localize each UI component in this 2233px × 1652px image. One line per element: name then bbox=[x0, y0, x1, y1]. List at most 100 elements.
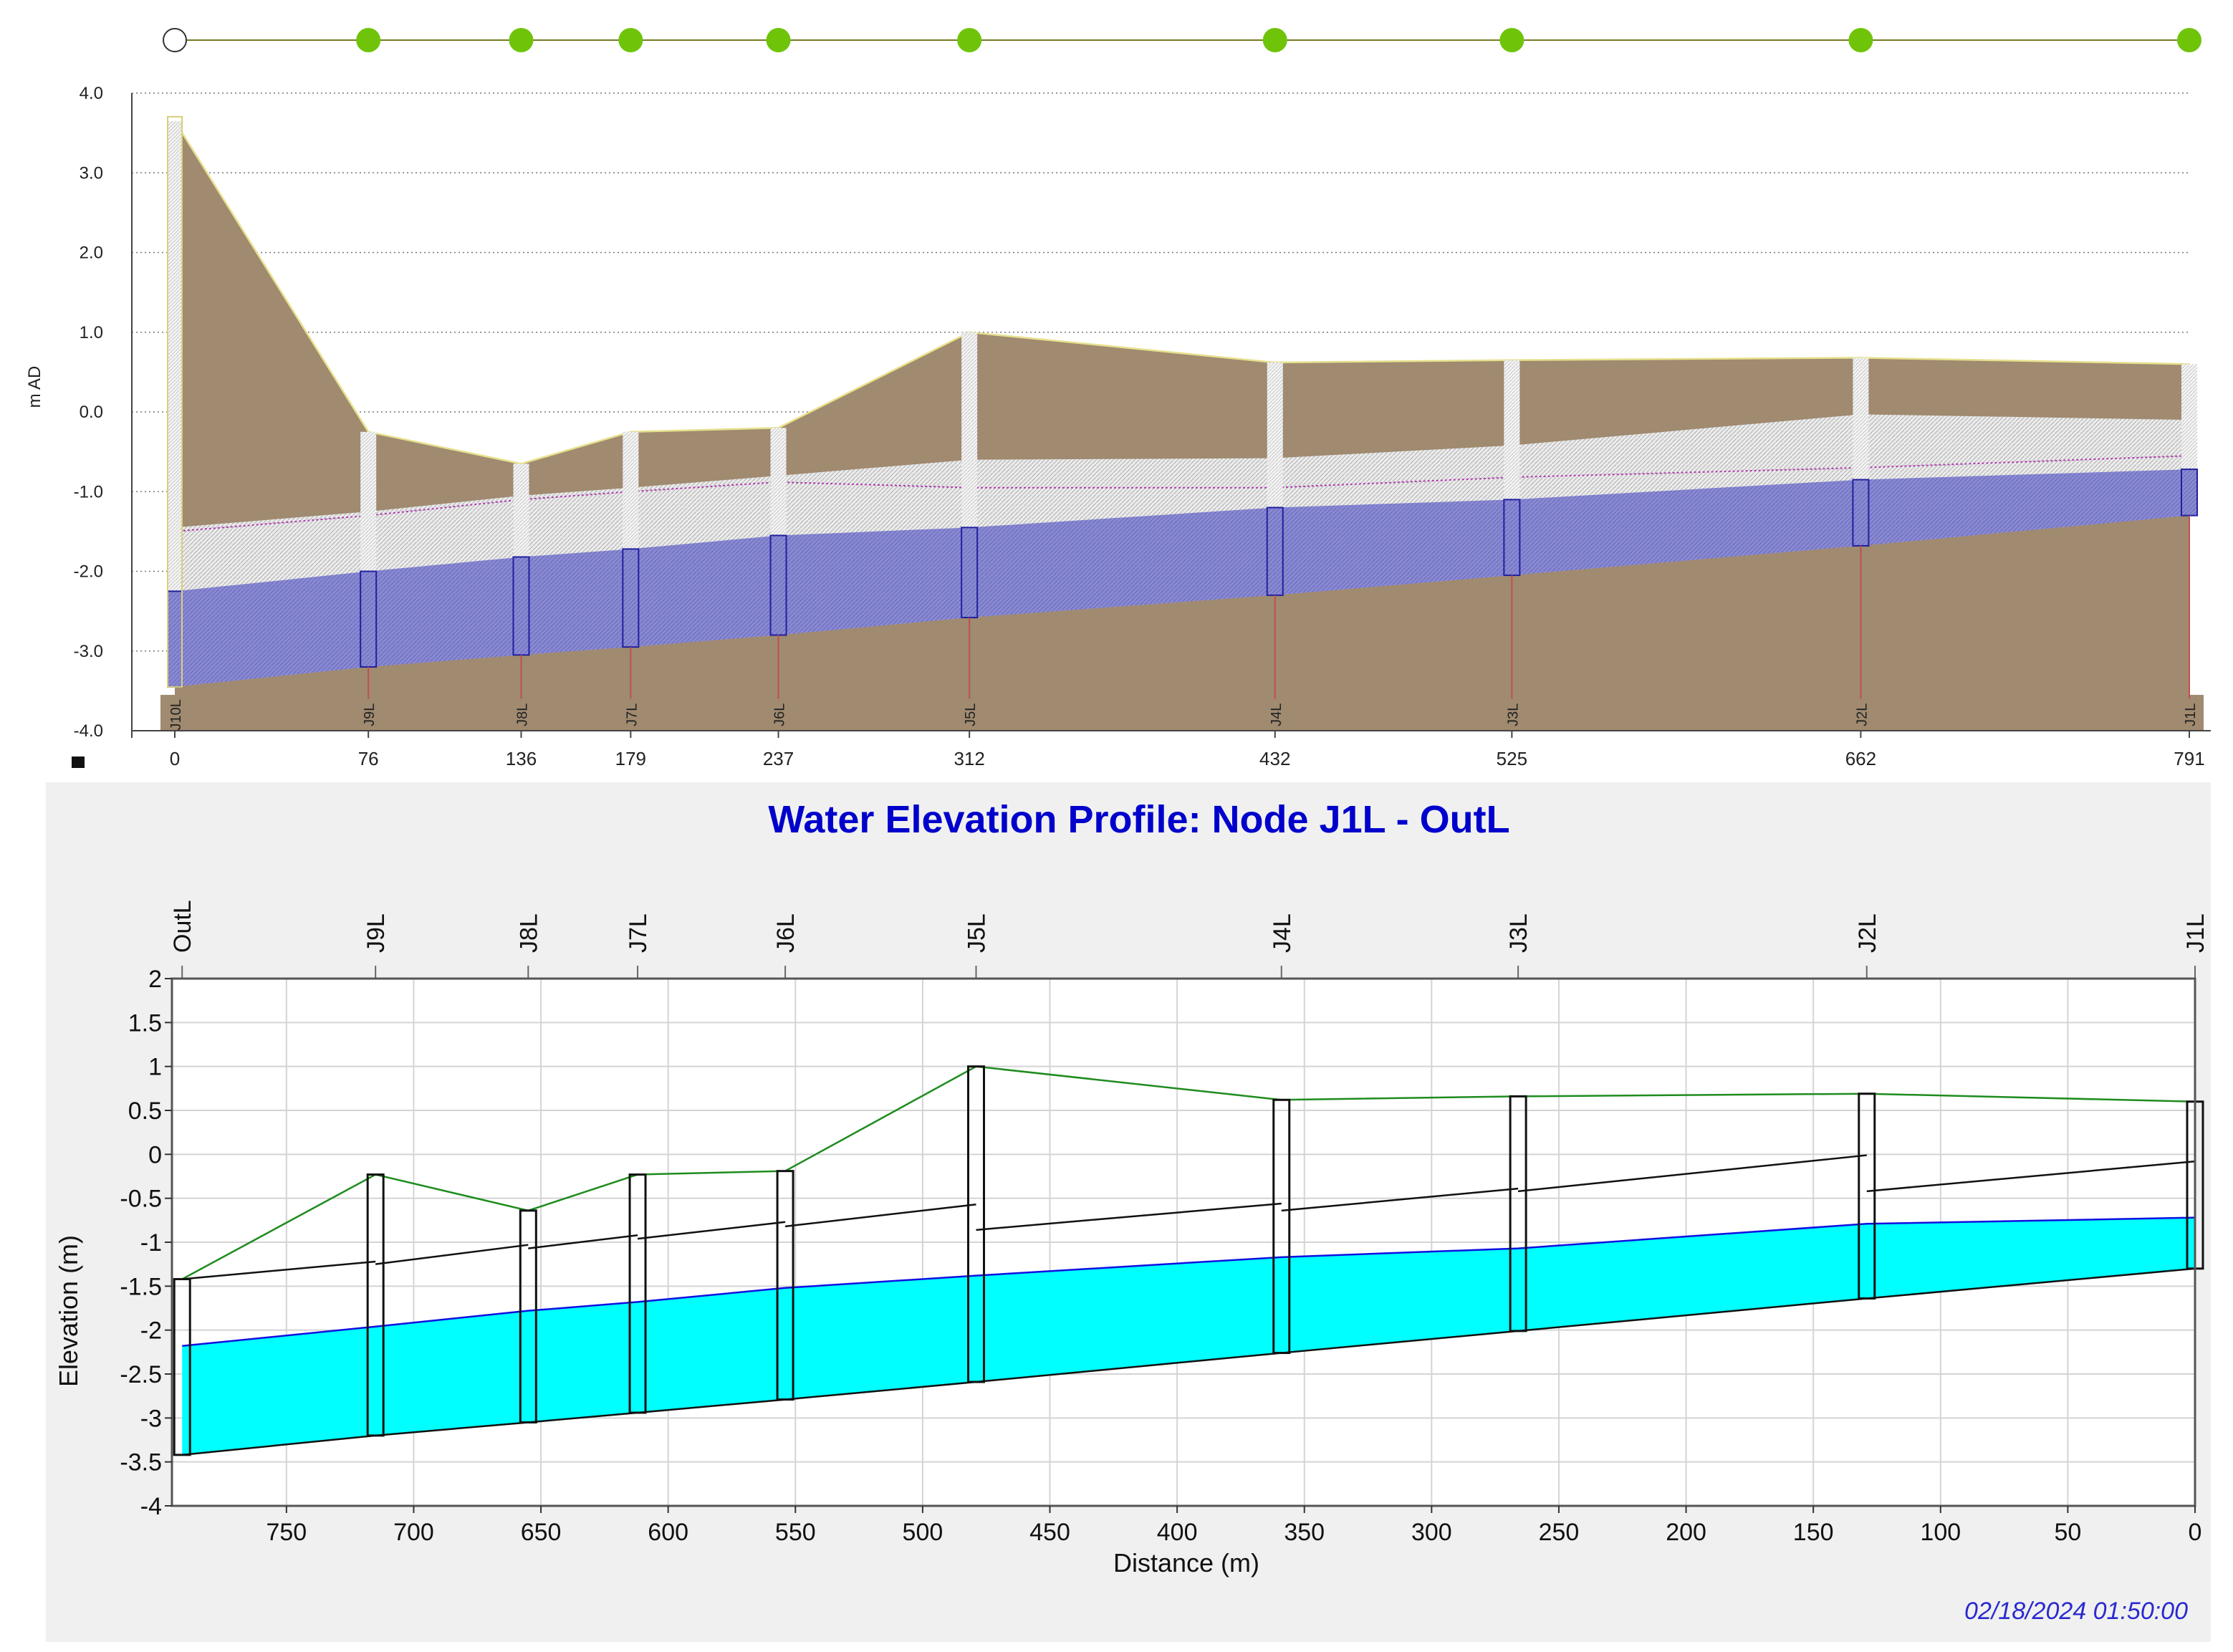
manhole-water-J1L bbox=[2181, 469, 2198, 517]
x-tick-label: 0 bbox=[170, 748, 180, 769]
x-tick-label: 662 bbox=[1845, 748, 1876, 769]
x-tick-label: 50 bbox=[2054, 1519, 2081, 1546]
node-label: J8L bbox=[514, 703, 530, 726]
node-label: J5L bbox=[963, 703, 979, 726]
x-tick-label: 250 bbox=[1539, 1519, 1580, 1546]
y-tick-label: -2.0 bbox=[74, 562, 103, 582]
manhole-J10L bbox=[168, 120, 182, 687]
node-marker bbox=[1499, 28, 1524, 52]
pipe-crown-segment bbox=[1281, 1187, 1519, 1212]
pipe-crown-segment bbox=[784, 1204, 976, 1228]
node-label: J2L bbox=[1854, 703, 1870, 726]
manhole-water-J4L bbox=[1266, 506, 1284, 596]
x-tick-label: 791 bbox=[2174, 748, 2204, 769]
manhole-J3L bbox=[1509, 1095, 1527, 1332]
top-node-strip bbox=[163, 28, 2201, 52]
manhole-water-J8L bbox=[512, 556, 530, 656]
x-tick-label: 432 bbox=[1259, 748, 1290, 769]
x-tick-label: 136 bbox=[506, 748, 537, 769]
node-marker bbox=[1848, 28, 1873, 52]
y-tick-label: -3 bbox=[140, 1405, 162, 1432]
node-label: J1L bbox=[2182, 913, 2209, 953]
manhole-J2L bbox=[1858, 1092, 1876, 1300]
top-y-axis-label: m AD bbox=[25, 366, 44, 408]
node-marker bbox=[957, 28, 982, 52]
node-label: J3L bbox=[1505, 703, 1521, 726]
manhole-J9L bbox=[366, 1173, 385, 1437]
manhole-water-J5L bbox=[961, 527, 979, 619]
water-elevation-profile-panel: Water Elevation Profile: Node J1L - OutL… bbox=[46, 782, 2211, 1642]
y-tick-label: 0.0 bbox=[80, 403, 103, 422]
manhole-OutL bbox=[173, 1278, 191, 1456]
bottom-water-area bbox=[182, 1217, 2196, 1455]
y-tick-label: 0.5 bbox=[128, 1098, 162, 1125]
bottom-manholes: OutL J9L J8L J7L J6L J5L J4L J3L J2L J1L bbox=[169, 900, 2209, 1456]
y-tick-label: -3.5 bbox=[120, 1449, 162, 1476]
node-label: J6L bbox=[772, 703, 788, 726]
x-tick-label: 100 bbox=[1920, 1519, 1961, 1546]
manhole-water-J9L bbox=[360, 570, 378, 668]
node-marker bbox=[2177, 28, 2201, 52]
node-label: J4L bbox=[1269, 703, 1284, 726]
x-tick-label: 200 bbox=[1666, 1519, 1706, 1546]
node-label: J4L bbox=[1269, 913, 1296, 953]
manhole-J4L bbox=[1272, 1098, 1291, 1355]
pipe-crown-segment bbox=[976, 1202, 1282, 1231]
pipe-crown-segment bbox=[182, 1260, 376, 1280]
x-tick-label: 179 bbox=[615, 748, 646, 769]
x-tick-label: 300 bbox=[1411, 1519, 1452, 1546]
x-axis-title: Distance (m) bbox=[1113, 1548, 1259, 1577]
pipe-crown-segment bbox=[1517, 1154, 1867, 1193]
x-tick-label: 0 bbox=[2189, 1519, 2202, 1546]
x-tick-label: 450 bbox=[1029, 1519, 1070, 1546]
manhole-J7L bbox=[628, 1173, 647, 1414]
y-tick-label: -1.5 bbox=[120, 1273, 162, 1300]
x-tick-label: 525 bbox=[1497, 748, 1527, 769]
node-marker bbox=[356, 28, 381, 52]
node-marker bbox=[618, 28, 643, 52]
x-tick-label: 700 bbox=[393, 1519, 434, 1546]
node-label: J10L bbox=[168, 699, 184, 730]
y-tick-label: 2 bbox=[148, 966, 162, 993]
bottom-axes: 750 700 650 600 550 500 450 400 350 300 250 200 150 1… bbox=[120, 966, 2201, 1546]
x-tick-label: 237 bbox=[763, 748, 794, 769]
y-tick-label: 3.0 bbox=[80, 163, 103, 183]
long-section-chart: m AD J10L J9L J8L J7L J6L J5L J4L J3L J2L J1L 4.0… bbox=[25, 28, 2211, 769]
y-tick-label: -1 bbox=[140, 1229, 162, 1257]
pipe-crown-segment bbox=[375, 1244, 529, 1265]
x-tick-label: 312 bbox=[954, 748, 984, 769]
water-profile-chart: Water Elevation Profile: Node J1L - OutL… bbox=[54, 798, 2209, 1625]
y-tick-label: 0 bbox=[148, 1141, 162, 1168]
pipe-invert-line bbox=[182, 1267, 2196, 1456]
manhole-J6L bbox=[776, 1170, 794, 1401]
base-strip bbox=[160, 694, 2204, 731]
y-tick-label: -2 bbox=[140, 1317, 162, 1345]
node-marker bbox=[1262, 28, 1287, 52]
manhole-water-J10L bbox=[167, 590, 183, 688]
y-tick-label: 1.5 bbox=[128, 1009, 162, 1037]
y-tick-label: -1.0 bbox=[74, 482, 103, 501]
y-tick-label: 2.0 bbox=[80, 244, 103, 263]
outfall-outline bbox=[167, 115, 183, 688]
ground-surface-line bbox=[173, 120, 2190, 465]
manhole-water-J3L bbox=[1503, 499, 1521, 577]
x-tick-label: 76 bbox=[358, 748, 379, 769]
y-tick-label: -3.0 bbox=[74, 642, 103, 661]
node-marker bbox=[766, 28, 791, 52]
x-tick-label: 650 bbox=[521, 1519, 562, 1546]
y-tick-label: -2.5 bbox=[120, 1361, 162, 1388]
y-tick-label: 1 bbox=[148, 1054, 162, 1081]
x-tick-label: 600 bbox=[648, 1519, 688, 1546]
manhole-water-J6L bbox=[769, 534, 787, 636]
timestamp: 02/18/2024 01:50:00 bbox=[1964, 1598, 2188, 1625]
x-tick-label: 350 bbox=[1284, 1519, 1325, 1546]
chart-title: Water Elevation Profile: Node J1L - OutL bbox=[768, 798, 1509, 841]
node-label: J7L bbox=[624, 703, 640, 726]
node-label: J3L bbox=[1505, 913, 1532, 953]
pipe-crown-segment bbox=[637, 1221, 786, 1240]
x-tick-label: 750 bbox=[266, 1519, 307, 1546]
y-axis-title: Elevation (m) bbox=[54, 1235, 83, 1387]
water-area bbox=[175, 469, 2189, 687]
node-label: J2L bbox=[1854, 913, 1881, 953]
y-tick-label: 1.0 bbox=[80, 323, 103, 342]
